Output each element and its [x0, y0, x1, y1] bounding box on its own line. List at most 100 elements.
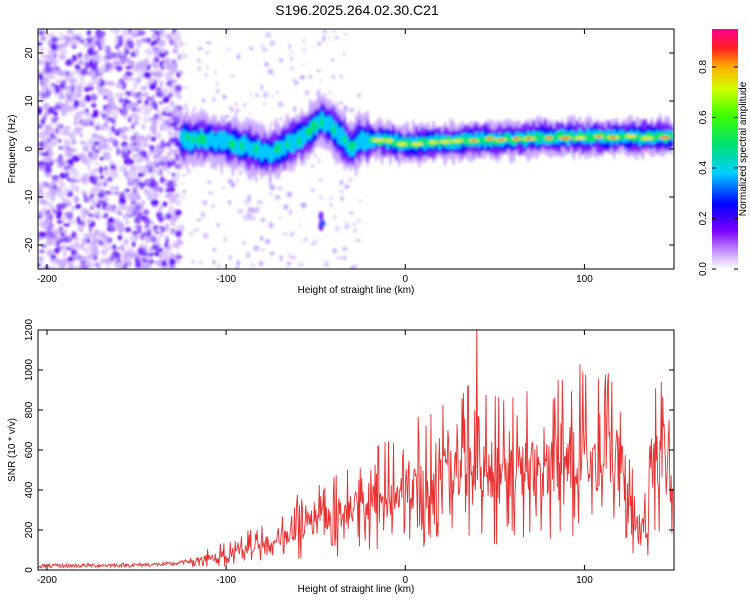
snr-xtick-label: 100: [576, 575, 593, 586]
spectrogram-speckle: [156, 148, 164, 155]
spectrogram-speckle: [84, 61, 89, 70]
spectrogram-speckle: [48, 150, 54, 157]
spectrogram-speckle: [150, 136, 157, 142]
spectrogram-speckle: [193, 106, 196, 110]
spectrogram-speckle: [65, 60, 73, 66]
spectrogram-speckle: [209, 162, 216, 169]
spectrogram-speckle: [253, 245, 260, 251]
spectrogram-speckle: [162, 118, 167, 126]
spectrogram-ytick-label: -20: [24, 237, 35, 252]
spectrogram-speckle: [153, 252, 160, 257]
colorbar-tick-label: 0.2: [698, 211, 709, 225]
spectrogram-speckle: [49, 265, 57, 269]
spectrogram-speckle: [76, 57, 81, 61]
spectrogram-speckle: [233, 101, 239, 107]
spectrogram-speckle: [86, 118, 91, 124]
spectrogram-speckle: [141, 257, 148, 263]
spectrogram-speckle: [215, 81, 219, 87]
spectrogram-speckle: [92, 199, 96, 207]
spectrogram-speckle: [99, 31, 106, 37]
spectrogram-speckle: [227, 179, 234, 184]
spectrogram-hotspot: [451, 139, 464, 143]
spectrogram-speckle: [47, 72, 54, 79]
spectrogram-hotspot-peak: [609, 136, 616, 139]
spectrogram-speckle: [221, 185, 226, 190]
spectrogram-speckle: [41, 78, 50, 85]
spectrogram-speckle: [200, 212, 206, 218]
spectrogram-speckle: [182, 189, 186, 195]
spectrogram-speckle: [288, 209, 293, 215]
spectrogram-speckle: [353, 227, 357, 234]
spectrogram-speckle: [206, 41, 212, 45]
spectrogram-speckle: [118, 246, 125, 251]
spectrogram-speckle: [45, 229, 54, 237]
spectrogram-speckle: [57, 72, 64, 77]
spectrogram-speckle: [69, 219, 74, 225]
spectrogram-speckle: [99, 40, 105, 47]
snr-ytick-label: 400: [24, 481, 35, 498]
spectrogram-speckle: [153, 103, 158, 110]
spectrogram-speckle: [357, 92, 361, 98]
spectrogram-speckle: [114, 44, 120, 50]
spectrogram-speckle: [71, 139, 77, 146]
spectrogram-speckle: [166, 160, 172, 168]
spectrogram-speckle: [292, 106, 297, 112]
spectrogram-speckle: [111, 125, 116, 134]
spectrogram-speckle: [355, 238, 361, 242]
spectrogram-speckle: [156, 72, 161, 79]
spectrogram-speckle: [45, 33, 53, 38]
spectrogram-speckle: [343, 255, 347, 261]
spectrogram-speckle: [60, 102, 66, 111]
spectrogram-speckle: [131, 124, 135, 129]
spectrogram-speckle: [80, 140, 86, 145]
spectrogram-speckle: [47, 250, 54, 256]
spectrogram-speckle: [41, 93, 46, 97]
spectrogram-speckle: [77, 53, 83, 58]
spectrogram-speckle: [41, 152, 50, 157]
spectrogram-speckle: [282, 232, 288, 236]
spectrogram-speckle: [91, 93, 98, 102]
spectrogram-speckle: [94, 81, 102, 85]
spectrogram-speckle: [50, 132, 55, 140]
spectrogram-speckle: [38, 146, 42, 154]
spectrogram-speckle: [267, 68, 274, 75]
spectrogram-hotspot-peak: [595, 135, 602, 138]
spectrogram-speckle: [318, 195, 324, 200]
spectrogram-speckle: [93, 255, 98, 261]
spectrogram-speckle: [130, 135, 137, 140]
spectrogram-speckle: [264, 62, 270, 67]
spectrogram-speckle: [268, 222, 274, 229]
spectrogram-speckle: [156, 131, 160, 140]
spectrogram-speckle: [45, 155, 53, 163]
spectrogram-speckle: [93, 121, 102, 126]
spectrogram-speckle: [257, 200, 263, 205]
spectrogram-speckle: [129, 234, 136, 243]
spectrogram-speckle: [42, 114, 47, 122]
spectrogram-speckle: [81, 175, 87, 183]
spectrogram-speckle: [58, 139, 62, 143]
snr-xtick-label: 0: [402, 575, 408, 586]
spectrogram-speckle: [165, 238, 170, 243]
spectrogram-speckle: [73, 99, 80, 108]
spectrogram-speckle: [169, 159, 177, 163]
spectrogram-speckle: [144, 99, 149, 106]
spectrogram-speckle: [247, 196, 251, 203]
spectrogram-speckle: [38, 182, 45, 191]
spectrogram-speckle: [160, 47, 165, 53]
snr-ytick-label: 600: [24, 441, 35, 458]
spectrogram-speckle: [155, 86, 162, 93]
spectrogram-speckle: [39, 51, 45, 59]
spectrogram-speckle: [162, 143, 167, 148]
spectrogram-speckle: [193, 228, 199, 232]
spectrogram-speckle: [148, 180, 156, 189]
spectrogram-speckle: [70, 184, 76, 188]
spectrogram-speckle: [47, 85, 55, 92]
spectrogram-speckle: [131, 153, 140, 159]
spectrogram-speckle: [176, 238, 182, 245]
spectrogram-speckle: [65, 150, 69, 155]
spectrogram-speckle: [304, 90, 310, 96]
spectrogram-speckle: [62, 191, 69, 195]
spectrogram-speckle: [55, 101, 62, 105]
spectrogram-speckle: [159, 123, 164, 132]
spectrogram-speckle: [348, 107, 355, 113]
